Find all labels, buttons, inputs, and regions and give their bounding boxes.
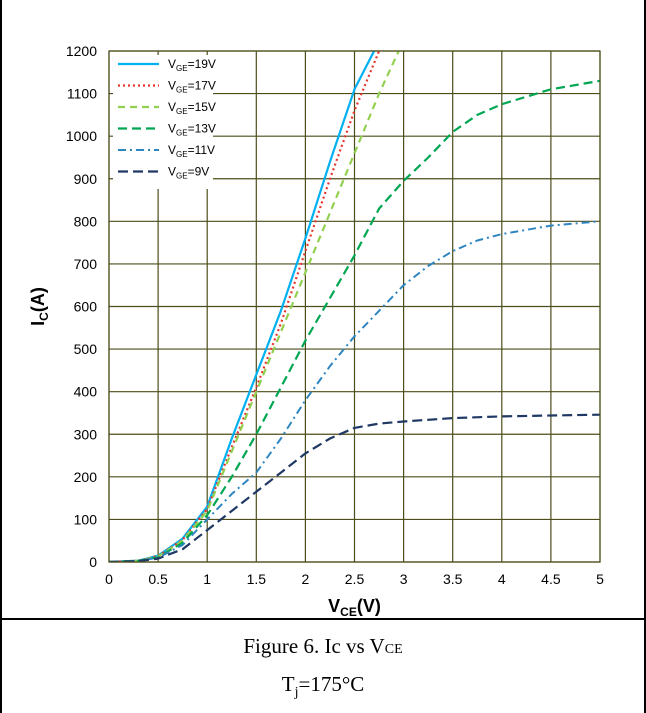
y-tick-label: 500 [74,341,98,357]
x-tick-label: 2.5 [345,571,365,587]
y-tick-label: 900 [74,171,98,187]
x-axis-label: VCE(V) [328,596,381,618]
x-tick-label: 3 [400,571,408,587]
legend-label: VGE=15V [168,100,216,116]
x-tick-label: 3.5 [443,571,463,587]
legend-label: VGE=17V [168,79,216,95]
ic-vs-vce-chart: 0 0.5 1 1.5 2 2.5 3 3.5 4 4.5 5 0 100 200 300 400 500 600… [28,43,604,619]
y-tick-label: 0 [89,554,97,570]
legend-label: VGE=19V [168,57,216,73]
y-axis-label: IC(A) [28,287,51,326]
frame-right-border [644,0,646,713]
axes: 0 0.5 1 1.5 2 2.5 3 3.5 4 4.5 5 0 100 200 300 400 500 600… [66,43,604,587]
y-tick-label: 300 [74,426,98,442]
x-tick-label: 0 [105,571,113,587]
caption-sub: CE [384,642,403,657]
y-tick-label: 700 [74,256,98,272]
legend-label: VGE=9V [168,165,209,181]
series-line [109,220,600,562]
legend-box [113,55,213,189]
x-tick-label: 2 [302,571,310,587]
y-tick-label: 100 [74,511,98,527]
caption-title: Figure 6. Ic vs VCE [0,634,646,659]
y-tick-label: 400 [74,384,98,400]
x-tick-label: 4 [498,571,506,587]
x-tick-label: 1 [203,571,211,587]
y-tick-label: 1000 [66,128,97,144]
series-lines [109,51,600,562]
series-line [109,413,600,562]
plot-border [108,50,601,563]
frame-left-border [0,0,2,713]
chart-area: 0 0.5 1 1.5 2 2.5 3 3.5 4 4.5 5 0 100 200 300 400 500 600… [28,43,604,619]
y-tick-label: 600 [74,299,98,315]
y-tick-label: 800 [74,213,98,229]
figure-caption: Figure 6. Ic vs VCE Tj=175°C [0,620,646,713]
frame-divider [0,618,646,620]
x-tick-label: 0.5 [148,571,168,587]
y-tick-label: 1200 [66,43,97,59]
x-tick-label: 1.5 [247,571,267,587]
legend: VGE=19V VGE=17V VGE=15V VGE=13V VGE=11V VGE=9… [113,55,216,189]
condition-value: =175°C [298,672,365,696]
x-tick-label: 4.5 [541,571,561,587]
y-tick-label: 1100 [67,86,97,102]
condition-sub: j [294,685,299,701]
y-tick-label: 200 [74,469,98,485]
condition-prefix: T [281,672,295,696]
legend-label: VGE=13V [168,122,216,138]
legend-label: VGE=11V [168,143,215,159]
caption-condition: Tj=175°C [0,672,646,701]
series-line [109,79,600,562]
axis-labels: VCE(V) IC(A) [28,287,381,619]
x-tick-label: 5 [596,571,604,587]
caption-prefix: Figure 6. Ic vs V [243,634,385,658]
